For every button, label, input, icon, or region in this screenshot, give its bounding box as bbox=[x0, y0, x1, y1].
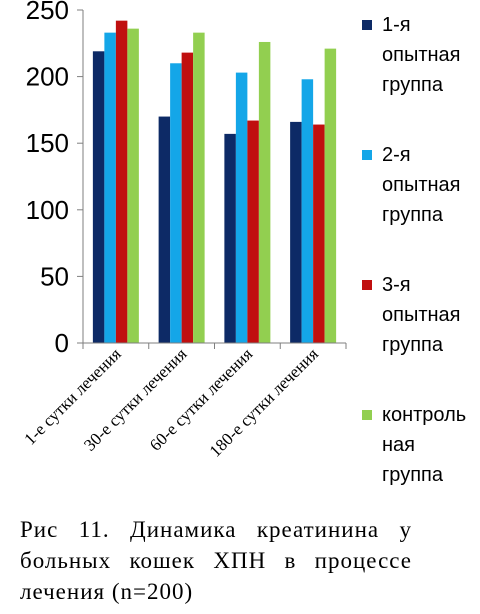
bar bbox=[301, 79, 314, 343]
y-tick-label: 50 bbox=[40, 261, 69, 291]
legend-item-group-1: 1-я опытная группа bbox=[356, 8, 476, 138]
legend-label-group-2: 2-я опытная группа bbox=[382, 144, 461, 226]
bar bbox=[127, 28, 139, 343]
y-tick-label: 150 bbox=[26, 128, 69, 158]
bar bbox=[258, 41, 271, 344]
bar bbox=[247, 120, 259, 343]
bar bbox=[104, 32, 116, 343]
bar bbox=[181, 52, 194, 344]
bar bbox=[92, 51, 105, 344]
bar bbox=[324, 48, 337, 344]
bars bbox=[92, 20, 337, 344]
x-tick-label: 180-е сутки лечения bbox=[206, 344, 322, 460]
y-tick-label: 250 bbox=[26, 0, 69, 25]
legend-swatch-group-1 bbox=[362, 20, 372, 30]
bar bbox=[290, 121, 302, 343]
legend-item-group-3: 3-я опытная группа bbox=[356, 268, 476, 398]
y-tick-label: 200 bbox=[26, 62, 69, 92]
legend-label-group-1: 1-я опытная группа bbox=[382, 14, 461, 96]
bar bbox=[170, 63, 182, 343]
bar bbox=[224, 133, 236, 343]
legend-swatch-group-2 bbox=[362, 150, 372, 160]
bar bbox=[158, 116, 171, 343]
figure-caption: Рис 11. Динамика креатинина у больных ко… bbox=[20, 517, 412, 604]
bar bbox=[313, 124, 325, 343]
bar bbox=[235, 72, 248, 343]
legend-item-group-2: 2-я опытная группа bbox=[356, 138, 476, 268]
legend-label-group-3: 3-я опытная группа bbox=[382, 274, 461, 356]
bar bbox=[115, 20, 128, 343]
y-tick-label: 0 bbox=[55, 328, 69, 358]
legend-swatch-control bbox=[362, 410, 372, 420]
legend-label-control: контроль ная группа bbox=[382, 404, 467, 486]
y-tick-label: 100 bbox=[26, 195, 69, 225]
y-axis: 0 50 100 150 200 250 bbox=[26, 0, 84, 358]
legend: 1-я опытная группа 2-я опытная группа 3-… bbox=[356, 8, 476, 528]
bar bbox=[193, 32, 205, 343]
legend-item-control: контроль ная группа bbox=[356, 398, 476, 528]
legend-swatch-group-3 bbox=[362, 280, 372, 290]
